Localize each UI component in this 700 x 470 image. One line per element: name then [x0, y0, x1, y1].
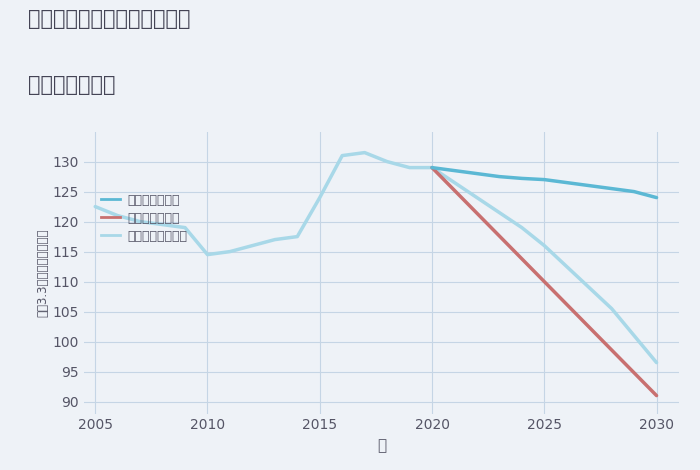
ノーマルシナリオ — [383, 159, 391, 164]
ノーマルシナリオ — [473, 195, 481, 200]
ノーマルシナリオ — [338, 153, 346, 158]
ノーマルシナリオ — [652, 360, 661, 365]
グッドシナリオ — [630, 189, 638, 195]
ノーマルシナリオ — [450, 180, 459, 186]
ノーマルシナリオ — [608, 306, 616, 312]
X-axis label: 年: 年 — [377, 438, 386, 453]
ノーマルシナリオ — [428, 165, 436, 171]
ノーマルシナリオ — [517, 225, 526, 230]
Line: ノーマルシナリオ: ノーマルシナリオ — [95, 153, 657, 362]
ノーマルシナリオ — [563, 264, 571, 269]
ノーマルシナリオ — [136, 219, 144, 224]
グッドシナリオ — [450, 168, 459, 173]
ノーマルシナリオ — [113, 213, 122, 219]
ノーマルシナリオ — [181, 225, 189, 230]
グッドシナリオ — [428, 165, 436, 171]
ノーマルシナリオ — [540, 243, 549, 249]
ノーマルシナリオ — [225, 249, 234, 254]
グッドシナリオ — [517, 176, 526, 181]
グッドシナリオ — [608, 186, 616, 191]
Legend: グッドシナリオ, バッドシナリオ, ノーマルシナリオ: グッドシナリオ, バッドシナリオ, ノーマルシナリオ — [96, 188, 192, 248]
グッドシナリオ — [495, 174, 503, 180]
Text: 土地の価格推移: 土地の価格推移 — [28, 75, 116, 95]
Text: 兵庫県西宮市甲子園九番町の: 兵庫県西宮市甲子園九番町の — [28, 9, 190, 30]
ノーマルシナリオ — [293, 234, 302, 239]
Line: グッドシナリオ: グッドシナリオ — [432, 168, 657, 197]
ノーマルシナリオ — [585, 285, 594, 290]
ノーマルシナリオ — [248, 243, 257, 249]
ノーマルシナリオ — [91, 204, 99, 210]
Y-axis label: 坪（3.3㎡）単価（万円）: 坪（3.3㎡）単価（万円） — [37, 228, 50, 317]
ノーマルシナリオ — [158, 222, 167, 227]
グッドシナリオ — [563, 180, 571, 186]
グッドシナリオ — [473, 171, 481, 176]
ノーマルシナリオ — [630, 333, 638, 338]
グッドシナリオ — [540, 177, 549, 182]
グッドシナリオ — [652, 195, 661, 200]
ノーマルシナリオ — [271, 237, 279, 243]
グッドシナリオ — [585, 183, 594, 188]
ノーマルシナリオ — [316, 195, 324, 200]
ノーマルシナリオ — [405, 165, 414, 171]
ノーマルシナリオ — [360, 150, 369, 156]
ノーマルシナリオ — [203, 252, 211, 258]
ノーマルシナリオ — [495, 210, 503, 215]
